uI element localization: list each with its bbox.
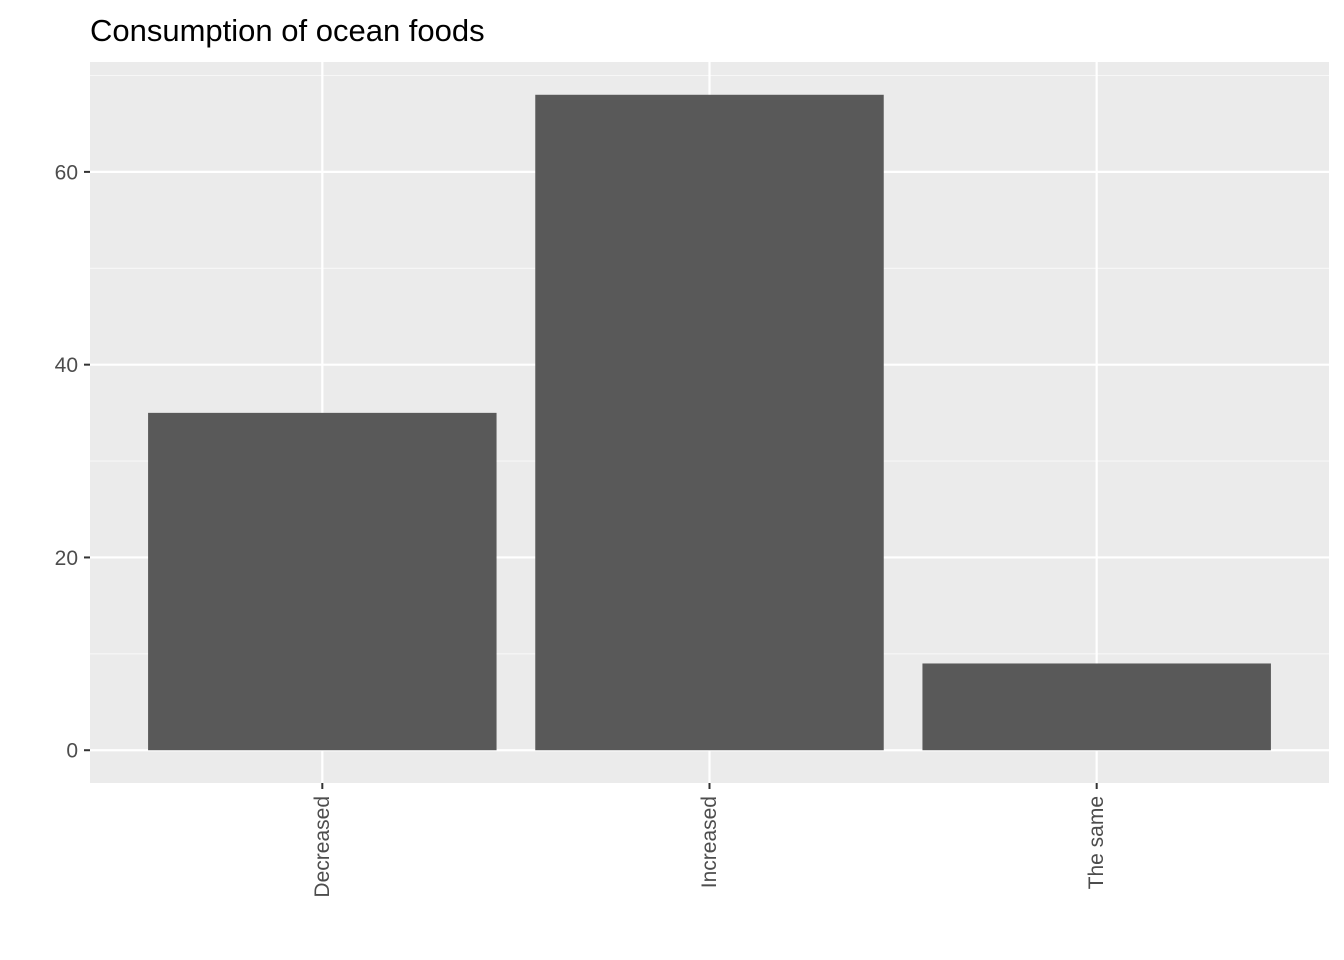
y-tick-label: 60 — [55, 161, 78, 184]
x-tick-label: Decreased — [311, 796, 334, 898]
y-tick-label: 0 — [66, 740, 78, 763]
y-axis: 0 20 40 60 — [55, 161, 90, 763]
chart-title: Consumption of ocean foods — [90, 13, 485, 48]
y-tick-label: 40 — [55, 354, 78, 377]
bars — [148, 94, 1271, 751]
y-tick-label: 20 — [55, 547, 78, 570]
x-tick-label: The same — [1085, 796, 1108, 889]
bar-the-same — [922, 663, 1271, 751]
bar-decreased — [148, 412, 497, 751]
x-tick-label: Increased — [698, 796, 721, 888]
x-axis: Decreased Increased The same — [311, 783, 1108, 898]
bar-increased — [535, 94, 884, 751]
